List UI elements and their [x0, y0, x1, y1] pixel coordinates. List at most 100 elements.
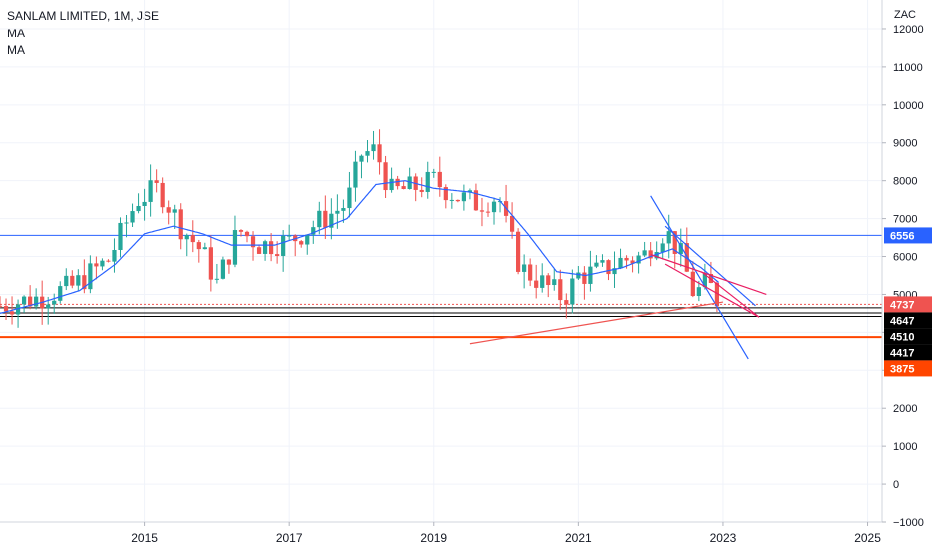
indicator-ma-2[interactable]: MA: [7, 43, 25, 57]
price-tag-4510: 4510: [884, 328, 932, 345]
candle-body: [9, 311, 15, 315]
candle-body: [154, 180, 159, 183]
y-tick-label: 2000: [893, 403, 917, 415]
candle-body: [461, 192, 467, 202]
candle-body: [516, 231, 521, 272]
price-tag-bg: [884, 296, 932, 313]
price-tag-4417: 4417: [884, 344, 932, 361]
y-tick-label: 6000: [893, 252, 917, 264]
candle-body: [317, 210, 322, 228]
candle-body: [21, 296, 27, 305]
candle-body: [82, 275, 87, 290]
x-tick-label: 2021: [565, 531, 592, 545]
candle-body: [226, 259, 232, 265]
chart-legend: SANLAM LIMITED, 1M, JSE MA MA: [7, 8, 159, 59]
moving-average: [0, 180, 720, 314]
price-tag-4647: 4647: [884, 312, 932, 329]
candle-body: [660, 243, 665, 252]
candle-body: [594, 262, 599, 267]
candle-body: [196, 242, 201, 250]
candle-body: [329, 213, 334, 228]
candle-body: [347, 187, 352, 209]
price-tag-4737: 4737: [884, 296, 932, 313]
candle-body: [437, 171, 442, 188]
ma-line: [0, 180, 720, 314]
price-unit: ZAC: [894, 9, 916, 21]
candle-body: [281, 235, 286, 256]
candle-body: [28, 296, 33, 307]
candle-body: [136, 205, 141, 212]
candle-body: [654, 251, 659, 259]
candle-body: [401, 186, 406, 189]
trend-drawings: [469, 195, 767, 360]
candle-body: [606, 260, 611, 275]
indicator-ma-1[interactable]: MA: [7, 26, 25, 40]
candle-body: [407, 176, 412, 189]
candle-body: [262, 241, 268, 254]
candle-body: [353, 161, 358, 188]
candle-body: [558, 279, 563, 301]
candle-body: [690, 271, 695, 297]
candle-body: [100, 260, 105, 267]
candle-body: [70, 275, 75, 286]
time-axis[interactable]: 2015 2017 2019 2021 2023 2025: [0, 521, 882, 545]
price-tag-label: 4737: [890, 299, 914, 311]
trend-line: [650, 195, 749, 360]
candle-body: [130, 211, 135, 223]
y-tick-label: 8000: [893, 176, 917, 188]
candle-body: [52, 300, 57, 305]
candle-body: [305, 234, 310, 245]
candle-body: [34, 296, 39, 307]
candle-body: [15, 304, 21, 315]
candle-body: [540, 275, 545, 288]
candle-body: [588, 266, 593, 284]
candle-body: [311, 227, 316, 235]
candle-body: [389, 178, 394, 191]
y-tick-label: 9000: [893, 138, 917, 150]
candle-body: [64, 275, 69, 287]
grid: [0, 0, 882, 523]
candles: [0, 129, 720, 328]
candle-body: [648, 250, 653, 259]
x-tick-label: 2023: [710, 531, 737, 545]
candle-body: [106, 260, 111, 262]
price-axis[interactable]: ZAC1200011000100009000800070006000500040…: [881, 0, 924, 529]
candle-body: [124, 222, 129, 224]
candle-body: [534, 280, 539, 288]
candle-body: [546, 275, 551, 286]
y-tick-label: −1000: [893, 517, 924, 529]
candle-body: [178, 209, 183, 240]
candle-body: [112, 249, 117, 262]
candle-body: [618, 257, 623, 269]
candle-body: [479, 210, 485, 212]
candle-body: [600, 260, 605, 263]
price-tag-bg: [884, 328, 932, 345]
y-tick-label: 12000: [893, 24, 924, 36]
candle-body: [612, 268, 617, 275]
candle-body: [256, 247, 262, 254]
trend-line: [664, 263, 760, 318]
candle-body: [359, 155, 364, 162]
candle-body: [714, 282, 720, 307]
candle-body: [371, 144, 376, 152]
y-tick-label: 11000: [893, 62, 923, 74]
candle-body: [365, 151, 370, 156]
candle-body: [528, 264, 533, 281]
candle-body: [449, 199, 454, 201]
candle-body: [220, 259, 226, 279]
price-tag-bg: [884, 344, 932, 361]
candle-body: [455, 199, 460, 202]
candle-body: [232, 230, 238, 265]
candle-body: [142, 201, 147, 206]
price-tag-6556: 6556: [884, 227, 932, 244]
candle-body: [58, 286, 63, 301]
x-tick-label: 2017: [276, 531, 303, 545]
price-tag-label: 4417: [890, 347, 914, 359]
candle-body: [672, 231, 677, 254]
x-tick-label: 2025: [854, 531, 881, 545]
candle-body: [395, 178, 400, 187]
price-tag-bg: [884, 312, 932, 329]
y-tick-label: 10000: [893, 100, 924, 112]
candle-body: [118, 222, 123, 250]
